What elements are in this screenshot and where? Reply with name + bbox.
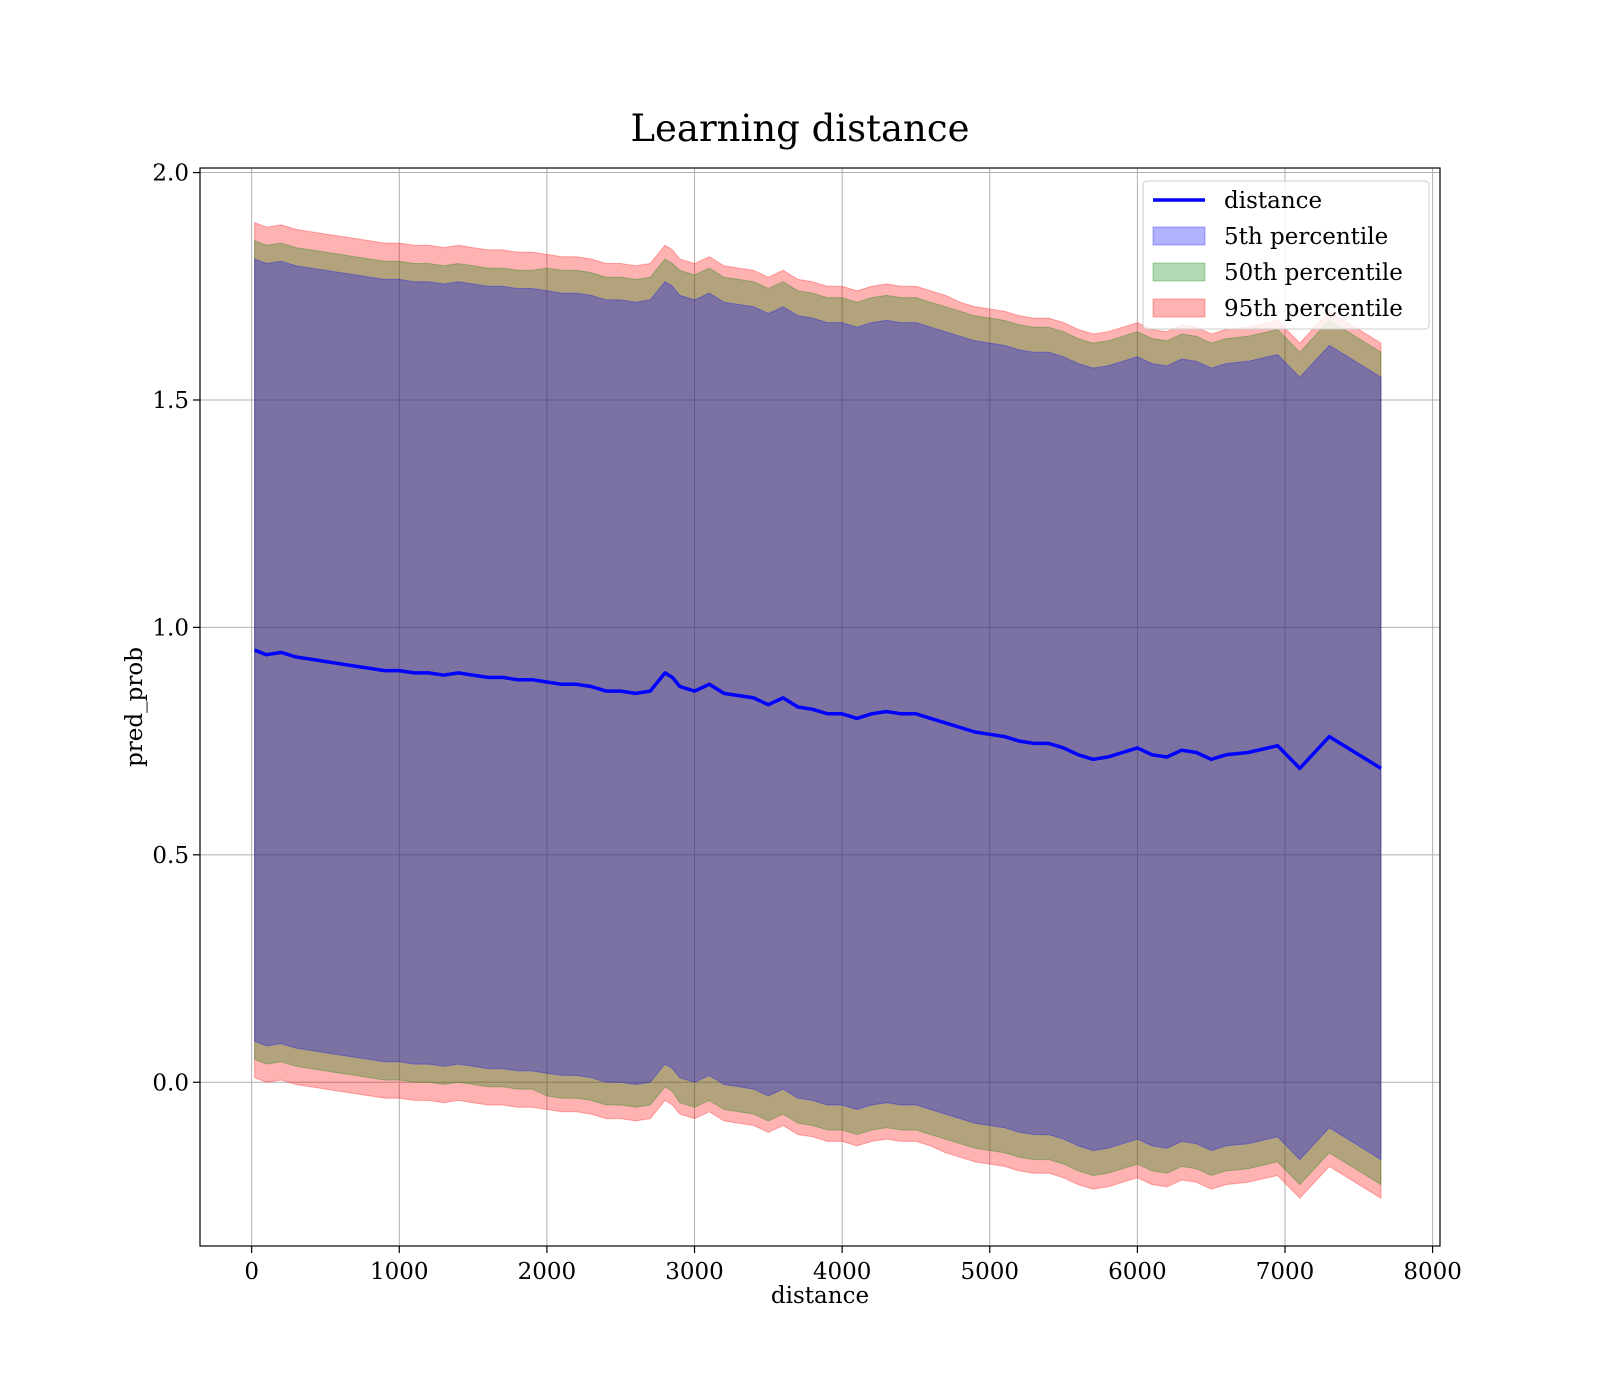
y-tick-label: 1.5 xyxy=(152,388,189,414)
x-tick-label: 7000 xyxy=(1256,1259,1315,1285)
x-tick-label: 2000 xyxy=(518,1259,577,1285)
x-tick-label: 3000 xyxy=(665,1259,724,1285)
y-tick-label: 0.5 xyxy=(152,843,189,869)
series-line-distance xyxy=(253,648,1382,771)
plot-frame xyxy=(199,167,1441,1247)
series-lines xyxy=(253,648,1382,771)
grid xyxy=(200,168,1440,1246)
legend-swatch-5th xyxy=(1152,226,1206,246)
y-tick-label: 2.0 xyxy=(152,161,189,187)
x-tick-label: 8000 xyxy=(1403,1259,1462,1285)
x-axis-label: distance xyxy=(771,1283,869,1309)
x-tick-label: 0 xyxy=(244,1259,259,1285)
y-axis-ticks: 0.0 0.5 1.0 1.5 2.0 xyxy=(152,161,200,1096)
legend: distance 5th percentile 50th percentile … xyxy=(1142,180,1430,330)
legend-label-5th: 5th percentile xyxy=(1224,224,1388,250)
legend-swatch-95th xyxy=(1152,298,1206,318)
chart-title: Learning distance xyxy=(630,107,969,150)
legend-label-95th: 95th percentile xyxy=(1224,296,1403,322)
legend-swatch-50th xyxy=(1152,262,1206,282)
x-axis-ticks: 0 1000 2000 3000 4000 5000 6000 7000 8000 xyxy=(244,1246,1462,1285)
y-tick-label: 1.0 xyxy=(152,615,189,641)
y-axis-label: pred_prob xyxy=(122,647,148,767)
legend-box xyxy=(1142,180,1430,330)
legend-label-distance: distance xyxy=(1224,188,1322,214)
legend-label-50th: 50th percentile xyxy=(1224,260,1403,286)
x-tick-label: 1000 xyxy=(370,1259,429,1285)
x-tick-label: 5000 xyxy=(960,1259,1019,1285)
y-tick-label: 0.0 xyxy=(152,1070,189,1096)
x-tick-label: 4000 xyxy=(813,1259,872,1285)
x-tick-label: 6000 xyxy=(1108,1259,1167,1285)
